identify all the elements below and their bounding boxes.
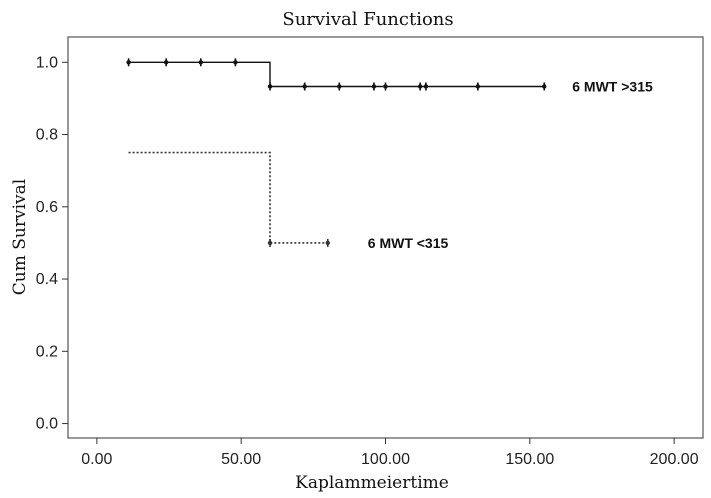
x-tick-label: 50.00 bbox=[221, 451, 261, 468]
plot-frame bbox=[67, 36, 704, 439]
censor-point bbox=[126, 60, 131, 65]
series-label: 6 MWT <315 bbox=[368, 235, 449, 251]
series-low: 6 MWT <315 bbox=[128, 151, 449, 251]
y-tick-label: 0.0 bbox=[36, 416, 58, 433]
censor-point bbox=[371, 84, 377, 89]
series-label: 6 MWT >315 bbox=[572, 78, 653, 94]
y-tick-label: 0.2 bbox=[36, 343, 58, 360]
x-axis: 0.00 50.00 100.00 150.00 200.00 bbox=[81, 438, 699, 468]
x-tick-label: 150.00 bbox=[505, 451, 554, 468]
x-tick-label: 0.00 bbox=[81, 451, 112, 468]
censor-point bbox=[417, 84, 423, 89]
series-layer: 6 MWT >315 6 MWT <315 bbox=[126, 58, 653, 251]
chart-title: Survival Functions bbox=[282, 9, 453, 30]
censor-point bbox=[337, 84, 342, 89]
censor-point bbox=[423, 84, 429, 89]
y-tick-label: 0.6 bbox=[36, 199, 58, 216]
censor-point bbox=[233, 60, 238, 65]
x-axis-title: Kaplammeiertime bbox=[295, 473, 449, 493]
y-axis-title: Cum Survival bbox=[10, 179, 30, 295]
censor-point bbox=[542, 84, 547, 89]
x-tick-label: 200.00 bbox=[650, 451, 699, 468]
censor-point bbox=[198, 60, 203, 65]
censor-point bbox=[325, 240, 330, 246]
y-tick-label: 0.4 bbox=[36, 271, 58, 288]
censor-point bbox=[163, 60, 169, 65]
survival-step-line bbox=[128, 151, 328, 244]
y-tick-label: 0.8 bbox=[36, 127, 58, 144]
censor-point bbox=[267, 84, 273, 89]
x-tick-label: 100.00 bbox=[361, 451, 410, 468]
y-tick-label: 1.0 bbox=[36, 54, 58, 71]
censor-point bbox=[267, 240, 273, 246]
censor-point bbox=[383, 84, 388, 89]
y-axis: 0.0 0.2 0.4 0.6 0.8 1.0 bbox=[36, 54, 68, 433]
series-high: 6 MWT >315 bbox=[126, 58, 653, 94]
censor-point bbox=[302, 84, 307, 89]
censor-point bbox=[475, 84, 481, 89]
